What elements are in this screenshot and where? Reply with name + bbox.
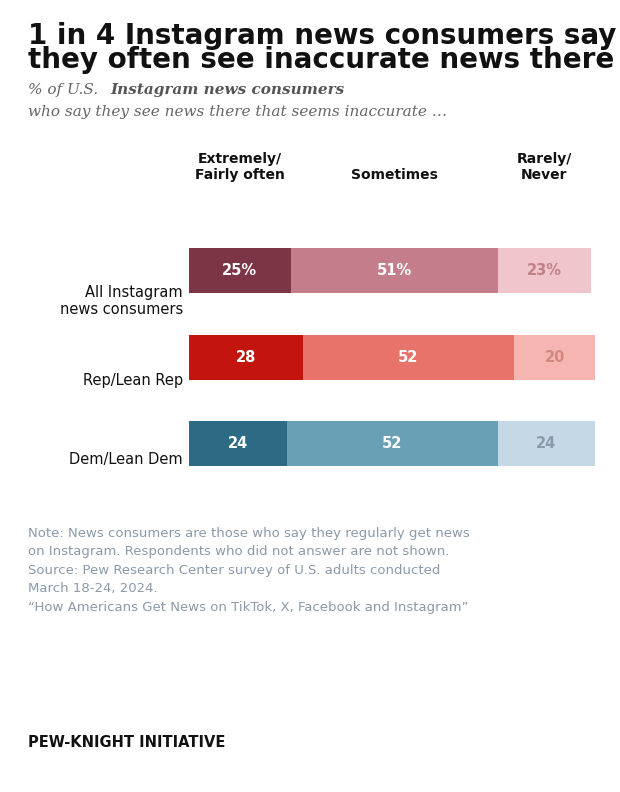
Text: 52: 52 <box>382 436 402 451</box>
Bar <box>514 335 595 380</box>
Text: 28: 28 <box>236 350 256 365</box>
Text: 52: 52 <box>398 350 419 365</box>
Bar <box>498 421 595 466</box>
Text: Rep/Lean Rep: Rep/Lean Rep <box>83 373 183 387</box>
Bar <box>189 335 303 380</box>
Text: 24: 24 <box>536 436 557 451</box>
Text: 25%: 25% <box>223 263 257 278</box>
Text: 20: 20 <box>544 350 565 365</box>
Text: 1 in 4 Instagram news consumers say: 1 in 4 Instagram news consumers say <box>28 22 616 50</box>
Text: 51%: 51% <box>376 263 412 278</box>
Bar <box>286 421 498 466</box>
Bar <box>189 421 286 466</box>
Text: PEW-KNIGHT INITIATIVE: PEW-KNIGHT INITIATIVE <box>28 735 225 750</box>
Text: 24: 24 <box>228 436 248 451</box>
Text: Extremely/
Fairly often: Extremely/ Fairly often <box>195 152 285 182</box>
Bar <box>291 249 498 293</box>
Text: Rarely/
Never: Rarely/ Never <box>516 152 572 182</box>
Text: Note: News consumers are those who say they regularly get news
on Instagram. Res: Note: News consumers are those who say t… <box>28 527 470 614</box>
Text: % of U.S.: % of U.S. <box>28 83 103 97</box>
Bar <box>498 249 591 293</box>
Text: Sometimes: Sometimes <box>351 168 438 182</box>
Bar <box>303 335 514 380</box>
Text: Instagram news consumers: Instagram news consumers <box>110 83 345 97</box>
Bar <box>189 249 291 293</box>
Text: they often see inaccurate news there: they often see inaccurate news there <box>28 46 614 74</box>
Text: 23%: 23% <box>527 263 562 278</box>
Text: Dem/Lean Dem: Dem/Lean Dem <box>69 452 183 466</box>
Text: All Instagram
news consumers: All Instagram news consumers <box>60 285 183 317</box>
Text: who say they see news there that seems inaccurate …: who say they see news there that seems i… <box>28 105 447 119</box>
